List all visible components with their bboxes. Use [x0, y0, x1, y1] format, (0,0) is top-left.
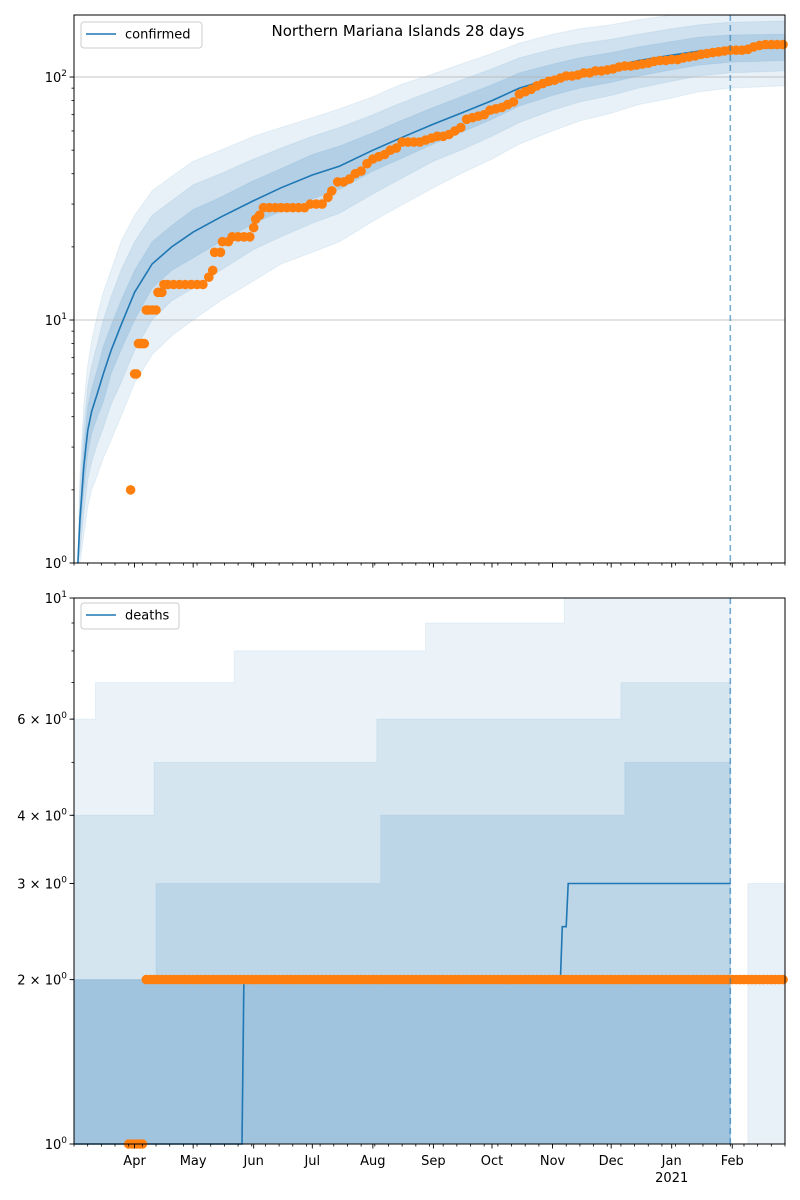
- deaths-observed-point: [778, 974, 788, 985]
- deaths-y-tick-label: 3 × 100: [17, 875, 67, 892]
- deaths-x-axis: Apr May Jun Jul Aug Sep Oct Nov Dec Jan 2021 Feb: [73, 1144, 786, 1186]
- confirmed-x-axis: [73, 563, 786, 568]
- confirmed-y-axis: 100 101 102: [45, 69, 74, 572]
- confirmed-observed-point: [157, 287, 167, 298]
- deaths-interval-band: [73, 682, 731, 1145]
- deaths-median-line: [74, 882, 731, 1145]
- deaths-panel: 100 2 × 100 3 × 100 4 × 100 6 × 100 101 Apr Ma…: [17, 590, 788, 1186]
- confirmed-observed-point: [327, 186, 337, 196]
- deaths-x-tick-label: Jan: [661, 1154, 682, 1169]
- figure-title: Northern Mariana Islands 28 days: [272, 22, 525, 40]
- deaths-x-tick-label: Oct: [481, 1154, 503, 1169]
- deaths-legend-box: [80, 602, 180, 630]
- confirmed-band-80: [77, 20, 786, 564]
- deaths-legend-label: deaths: [125, 609, 170, 624]
- deaths-legend: deaths: [80, 602, 180, 630]
- deaths-x-tick-sublabel: 2021: [655, 1171, 688, 1186]
- deaths-y-tick-label: 101: [45, 590, 67, 607]
- confirmed-observed-point: [356, 166, 366, 176]
- confirmed-legend-box: [80, 21, 203, 49]
- deaths-interval-band: [73, 979, 731, 1145]
- confirmed-observed-points: [125, 39, 788, 495]
- confirmed-observed-point: [778, 39, 788, 50]
- confirmed-y-tick-label: 102: [45, 69, 67, 86]
- deaths-x-tick-label: Aug: [360, 1154, 385, 1169]
- confirmed-y-tick-label: 100: [45, 555, 68, 572]
- confirmed-observed-point: [151, 305, 161, 315]
- confirmed-observed-point: [245, 232, 255, 242]
- confirmed-observed-point: [254, 210, 265, 220]
- deaths-interval-bands: [73, 597, 786, 1145]
- deaths-x-tick-label: Dec: [599, 1154, 624, 1169]
- deaths-x-tick-label: Apr: [123, 1154, 146, 1169]
- confirmed-observed-point: [248, 222, 259, 233]
- confirmed-panel: 100 101 102 confirmed: [45, 14, 788, 572]
- deaths-y-tick-label: 4 × 100: [17, 807, 67, 824]
- confirmed-observed-point: [508, 97, 519, 107]
- deaths-x-tick-label: Nov: [540, 1154, 566, 1169]
- confirmed-legend-label: confirmed: [125, 28, 191, 43]
- confirmed-gridlines: [74, 76, 785, 321]
- deaths-y-tick-label: 2 × 100: [17, 972, 67, 989]
- deaths-y-tick-label: 100: [45, 1136, 68, 1153]
- deaths-x-tick-label: May: [180, 1154, 207, 1169]
- confirmed-observed-point: [198, 279, 208, 290]
- deaths-x-tick-label: Jun: [243, 1154, 264, 1169]
- deaths-interval-band: [747, 883, 786, 1145]
- confirmed-y-tick-label: 101: [45, 312, 67, 329]
- deaths-x-tick-label: Feb: [721, 1154, 744, 1169]
- confirmed-observed-point: [139, 338, 150, 349]
- deaths-y-tick-label: 6 × 100: [17, 711, 67, 728]
- deaths-y-axis: 100 2 × 100 3 × 100 4 × 100 6 × 100 101: [17, 590, 74, 1153]
- confirmed-observed-point: [207, 265, 218, 276]
- confirmed-observed-point: [215, 247, 226, 258]
- confirmed-observed-point: [131, 369, 142, 379]
- confirmed-observed-point: [317, 199, 327, 209]
- deaths-x-tick-label: Sep: [421, 1154, 446, 1169]
- confirmed-observed-point: [125, 485, 136, 495]
- deaths-model-line: [74, 882, 731, 1145]
- confirmed-legend: confirmed: [80, 21, 203, 49]
- deaths-x-tick-label: Jul: [303, 1154, 320, 1169]
- deaths-observed-points: [123, 974, 788, 1149]
- confirmed-observed-point: [391, 143, 402, 153]
- confirmed-observed-point: [456, 122, 466, 133]
